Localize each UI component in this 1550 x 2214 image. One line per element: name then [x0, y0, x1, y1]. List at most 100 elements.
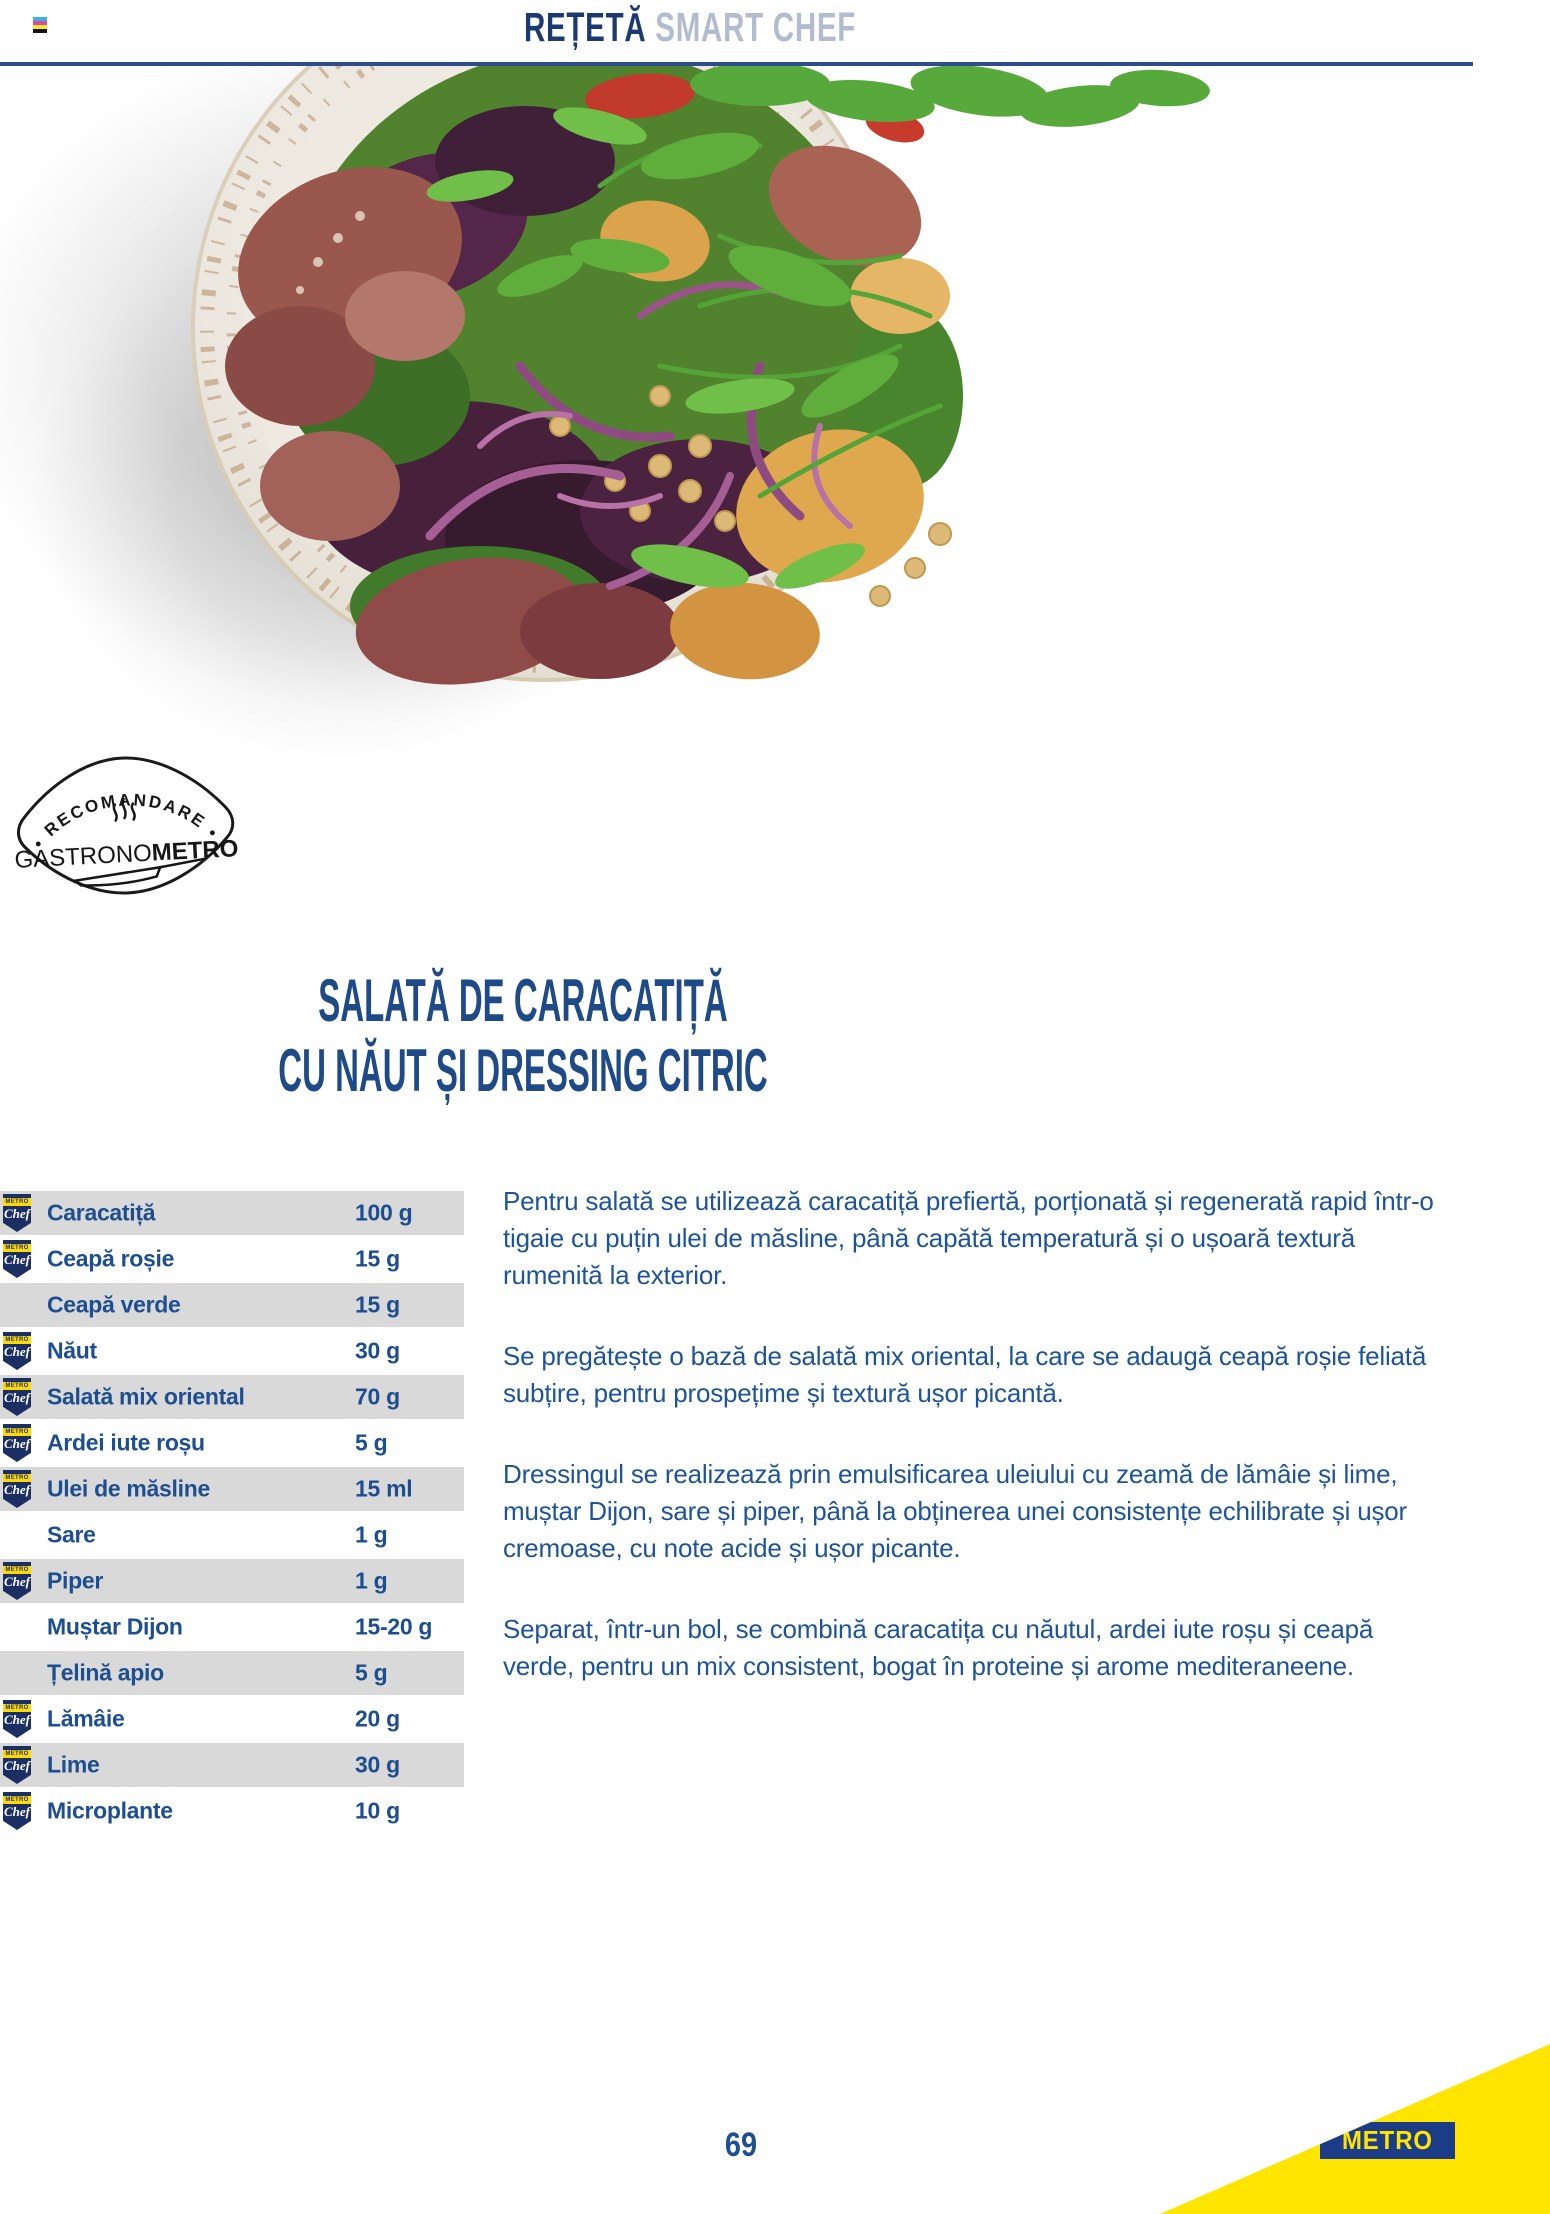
- instruction-paragraph: Separat, într-un bol, se combină caracat…: [503, 1614, 1374, 1681]
- ingredient-row: METRO Chef Piper 1 g: [0, 1558, 464, 1604]
- top-greens-band: [690, 66, 1210, 127]
- instruction-paragraph: Pentru salată se utilizează caracatiță p…: [503, 1186, 1434, 1290]
- badge-metro-label: METRO: [3, 1474, 31, 1482]
- stamp-outline: [16, 756, 235, 895]
- metro-chef-badge-icon: METRO Chef: [3, 1746, 31, 1784]
- instruction-paragraph: Dressingul se realizează prin emulsifica…: [503, 1459, 1408, 1563]
- metro-chef-badge-icon: METRO Chef: [3, 1700, 31, 1738]
- metro-chef-badge-icon: METRO Chef: [3, 1332, 31, 1370]
- ingredient-name: Piper: [47, 1567, 104, 1594]
- ingredient-qty: 30 g: [355, 1751, 400, 1778]
- ingredient-name: Salată mix oriental: [47, 1383, 245, 1410]
- badge-metro-label: METRO: [3, 1704, 31, 1712]
- page-header: REȚETĂ SMART CHEF: [193, 4, 1187, 51]
- metro-chef-badge-icon: METRO Chef: [3, 1562, 31, 1600]
- ingredient-qty: 30 g: [355, 1337, 400, 1364]
- ingredient-name: Ceapă verde: [47, 1291, 181, 1318]
- badge-metro-label: METRO: [3, 1336, 31, 1344]
- metro-logo-text: METRO: [1342, 2125, 1433, 2155]
- instructions: Pentru salată se utilizează caracatiță p…: [503, 1183, 1451, 1729]
- header-title-secondary: SMART CHEF: [655, 4, 857, 50]
- ingredient-name: Sare: [47, 1521, 96, 1548]
- metro-chef-badge-icon: METRO Chef: [3, 1424, 31, 1462]
- reg-bar-yellow: [33, 25, 47, 29]
- header-rule: [0, 62, 1473, 66]
- instruction-paragraph: Se pregătește o bază de salată mix orien…: [503, 1341, 1427, 1408]
- ingredient-name: Năut: [47, 1337, 97, 1364]
- recipe-photo: [0, 66, 1210, 766]
- metro-chef-badge-icon: METRO Chef: [3, 1792, 31, 1830]
- ingredient-name: Ceapă roșie: [47, 1245, 175, 1272]
- badge-metro-label: METRO: [3, 1428, 31, 1436]
- ingredient-qty: 1 g: [355, 1521, 388, 1548]
- ingredient-name: Țelină apio: [47, 1659, 164, 1686]
- badge-metro-label: METRO: [3, 1796, 31, 1804]
- badge-chef-label: Chef: [4, 1804, 30, 1819]
- ingredient-row: METRO Chef Lămâie 20 g: [0, 1696, 464, 1742]
- badge-chef-label: Chef: [4, 1252, 30, 1267]
- ingredient-qty: 5 g: [355, 1659, 388, 1686]
- badge-chef-label: Chef: [4, 1712, 30, 1727]
- reg-bar-black: [33, 29, 47, 33]
- metro-chef-badge-icon: METRO Chef: [3, 1194, 31, 1232]
- reg-bar-magenta: [33, 21, 47, 25]
- badge-chef-label: Chef: [4, 1574, 30, 1589]
- ingredient-row: METRO Chef Lime 30 g: [0, 1742, 464, 1788]
- pan-icon: [71, 857, 206, 887]
- recipe-title-line2: CU NĂUT ȘI DRESSING CITRIC: [278, 1037, 768, 1104]
- steam-icon: [112, 797, 136, 822]
- metro-chef-badge-icon: METRO Chef: [3, 1378, 31, 1416]
- ingredient-name: Microplante: [47, 1797, 173, 1824]
- metro-chef-badge-icon: METRO Chef: [3, 1240, 31, 1278]
- recipe-title: SALATĂ DE CARACATIȚĂ CU NĂUT ȘI DRESSING…: [235, 966, 810, 1106]
- ingredient-row: METRO Chef Năut 30 g: [0, 1328, 464, 1374]
- ingredient-row: METRO Chef Microplante 10 g: [0, 1788, 464, 1834]
- metro-chef-badge-icon: METRO Chef: [3, 1470, 31, 1508]
- badge-metro-label: METRO: [3, 1566, 31, 1574]
- ingredient-name: Muștar Dijon: [47, 1613, 183, 1640]
- ingredient-row: Muștar Dijon 15-20 g: [0, 1604, 464, 1650]
- header-title-primary: REȚETĂ: [523, 4, 647, 50]
- ingredient-name: Ardei iute roșu: [47, 1429, 205, 1456]
- ingredient-row: Ceapă verde 15 g: [0, 1282, 464, 1328]
- badge-metro-label: METRO: [3, 1382, 31, 1390]
- badge-metro-label: METRO: [3, 1198, 31, 1206]
- ingredient-row: Țelină apio 5 g: [0, 1650, 464, 1696]
- stamp-brand-bold: METRO: [151, 835, 239, 866]
- print-registration-mark: [33, 17, 47, 33]
- ingredient-row: METRO Chef Ceapă roșie 15 g: [0, 1236, 464, 1282]
- badge-chef-label: Chef: [4, 1482, 30, 1497]
- ingredient-qty: 10 g: [355, 1797, 400, 1824]
- ingredient-name: Caracatiță: [47, 1199, 156, 1226]
- gastronometro-stamp: • RECOMANDARE • GASTRONOMETRO: [14, 756, 239, 895]
- ingredient-row: METRO Chef Ardei iute roșu 5 g: [0, 1420, 464, 1466]
- salad: [225, 66, 1210, 685]
- badge-chef-label: Chef: [4, 1436, 30, 1451]
- ingredient-qty: 15 ml: [355, 1475, 413, 1502]
- ingredient-qty: 1 g: [355, 1567, 388, 1594]
- ingredient-name: Lămâie: [47, 1705, 125, 1732]
- reg-bar-cyan: [33, 17, 47, 21]
- ingredient-row: METRO Chef Caracatiță 100 g: [0, 1190, 464, 1236]
- badge-metro-label: METRO: [3, 1750, 31, 1758]
- ingredient-row: METRO Chef Ulei de măsline 15 ml: [0, 1466, 464, 1512]
- badge-chef-label: Chef: [4, 1758, 30, 1773]
- recipe-title-line1: SALATĂ DE CARACATIȚĂ: [318, 967, 728, 1034]
- ingredient-row: METRO Chef Salată mix oriental 70 g: [0, 1374, 464, 1420]
- badge-chef-label: Chef: [4, 1206, 30, 1221]
- ingredient-row: Sare 1 g: [0, 1512, 464, 1558]
- ingredient-qty: 20 g: [355, 1705, 400, 1732]
- ingredient-qty: 70 g: [355, 1383, 400, 1410]
- ingredient-qty: 100 g: [355, 1199, 413, 1226]
- ingredient-qty: 15 g: [355, 1245, 400, 1272]
- page-number: 69: [724, 2126, 758, 2164]
- ingredient-qty: 15 g: [355, 1291, 400, 1318]
- ingredient-qty: 15-20 g: [355, 1613, 433, 1640]
- badge-chef-label: Chef: [4, 1390, 30, 1405]
- badge-metro-label: METRO: [3, 1244, 31, 1252]
- ingredient-name: Ulei de măsline: [47, 1475, 210, 1502]
- badge-chef-label: Chef: [4, 1344, 30, 1359]
- stamp-brand: GASTRONOMETRO: [14, 835, 239, 874]
- ingredient-name: Lime: [47, 1751, 100, 1778]
